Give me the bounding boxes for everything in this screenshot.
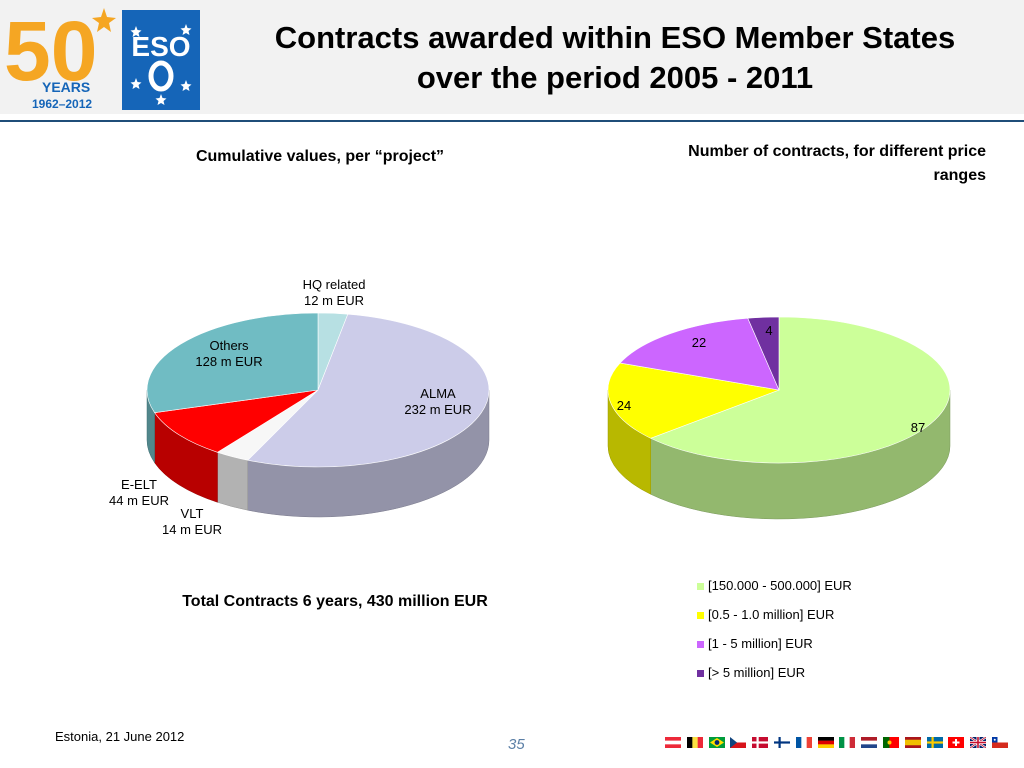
eso-logo-text: ESO xyxy=(131,31,190,62)
page-number: 35 xyxy=(508,736,525,753)
flag-brazil-icon xyxy=(708,737,725,748)
slide-title: Contracts awarded within ESO Member Stat… xyxy=(215,18,1015,98)
legend-swatch xyxy=(697,612,704,619)
flag-sweden-icon xyxy=(926,737,943,748)
flag-czech-republic-icon xyxy=(730,737,747,748)
price-pie-slice-1-5-million-eur xyxy=(619,317,780,391)
legend-swatch xyxy=(697,583,704,590)
project-pie-slice-alma xyxy=(247,313,490,468)
stars-icon xyxy=(130,24,192,105)
anniversary-range: 1962–2012 xyxy=(32,97,92,111)
right-chart-subtitle: Number of contracts, for different price… xyxy=(560,140,986,188)
right-chart-subtitle-line1: Number of contracts, for different price xyxy=(688,143,986,160)
price-pie-label-0-5-1-0-million-eur: 24 xyxy=(617,398,631,413)
flag-united-kingdom-icon xyxy=(970,737,987,748)
legend-swatch xyxy=(697,641,704,648)
footer-location-date: Estonia, 21 June 2012 xyxy=(55,729,185,744)
legend-label: [> 5 million] EUR xyxy=(708,665,806,680)
project-pie-label-others: Others 128 m EUR xyxy=(195,338,262,369)
legend-swatch xyxy=(697,670,704,677)
flag-spain-icon xyxy=(904,737,921,748)
price-pie-label-150-000-500-000-eur: 87 xyxy=(911,420,925,435)
left-chart-subtitle: Cumulative values, per “project” xyxy=(195,148,445,165)
slide-title-line2: over the period 2005 - 2011 xyxy=(416,60,814,95)
flag-portugal-icon xyxy=(883,737,899,748)
project-pie-label-vlt: VLT 14 m EUR xyxy=(162,506,222,537)
flag-italy-icon xyxy=(839,737,856,748)
flag-denmark-icon xyxy=(752,737,769,748)
flag-austria-icon xyxy=(665,737,681,748)
header-divider xyxy=(0,120,1024,122)
member-state-flags xyxy=(665,737,1015,751)
slide-title-line1: Contracts awarded within ESO Member Stat… xyxy=(274,20,956,55)
price-pie-slice-5-million-eur xyxy=(747,316,780,391)
project-pie-slice-e-elt xyxy=(154,389,319,453)
price-pie-label-5-million-eur: 4 xyxy=(765,323,772,338)
anniversary-logo: 50 YEARS 1962–2012 xyxy=(4,4,120,112)
anniversary-number: 50 xyxy=(4,4,97,98)
price-pie-label-1-5-million-eur: 22 xyxy=(692,335,706,350)
project-pie-label-alma: ALMA 232 m EUR xyxy=(404,386,471,417)
price-pie-slice-0-5-1-0-million-eur xyxy=(607,362,781,439)
flag-chile-icon xyxy=(992,737,1008,748)
flag-france-icon xyxy=(795,737,812,748)
legend-label: [150.000 - 500.000] EUR xyxy=(708,578,852,593)
flag-netherlands-icon xyxy=(861,737,878,748)
flag-belgium-icon xyxy=(686,737,703,748)
flag-finland-icon xyxy=(774,737,790,748)
project-pie-label-hq-related: HQ related 12 m EUR xyxy=(303,277,366,308)
project-pie-label-e-elt: E-ELT 44 m EUR xyxy=(109,477,169,508)
anniversary-years: YEARS xyxy=(42,79,90,95)
star-icon xyxy=(92,8,116,32)
price-pie-slice-150-000-500-000-eur xyxy=(649,316,951,464)
legend-label: [0.5 - 1.0 million] EUR xyxy=(708,607,835,622)
legend-label: [1 - 5 million] EUR xyxy=(708,636,813,651)
flag-germany-icon xyxy=(817,737,834,748)
eso-logo: ESO xyxy=(122,10,200,110)
total-contracts-label: Total Contracts 6 years, 430 million EUR xyxy=(182,593,488,610)
project-pie-slice-others xyxy=(146,312,319,414)
right-chart-subtitle-line2: ranges xyxy=(933,167,986,184)
flag-switzerland-icon xyxy=(948,737,965,748)
